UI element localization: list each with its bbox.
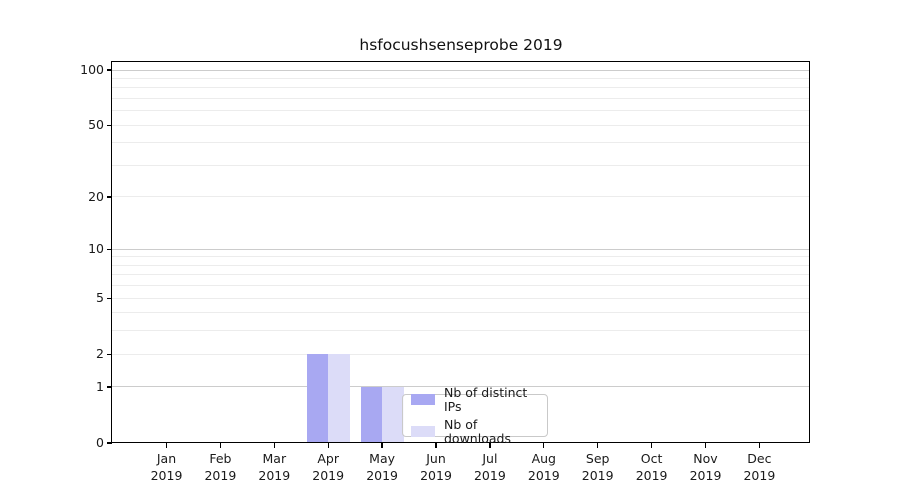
y-tick-mark [107,248,112,250]
gridline-minor [112,274,810,276]
bar [360,386,383,443]
gridline-minor [112,164,810,166]
y-tick-mark [107,69,112,71]
y-tick-mark [107,297,112,299]
x-tick-mark [327,443,329,448]
x-tick-label: Apr 2019 [312,451,345,483]
gridline-minor [112,312,810,314]
y-tick-label: 2 [96,346,104,362]
gridline-major [112,248,810,250]
x-tick-label: Jun 2019 [420,451,452,483]
legend-item-downloads: Nb of downloads [411,416,547,446]
x-tick-mark [165,443,168,448]
x-tick-label: Sep 2019 [581,451,614,483]
y-tick-mark [107,353,112,355]
y-tick-label: 1 [96,378,104,394]
gridline-minor [112,124,810,126]
legend-label-distinct-ips: Nb of distinct IPs [444,384,528,414]
x-tick-mark [650,443,653,448]
gridline-minor [112,142,810,144]
x-tick-mark [758,443,761,448]
gridline-minor [112,330,810,332]
x-tick-label: Dec 2019 [743,451,776,483]
gridline-minor [112,196,810,198]
x-tick-label: Feb 2019 [204,451,237,483]
legend-swatch-distinct-ips-icon [411,394,435,405]
x-tick-label: Jan 2019 [150,451,183,483]
bar [306,354,329,443]
x-tick-label: Nov 2019 [689,451,722,483]
y-tick-label: 100 [80,62,104,77]
gridline-minor [112,264,810,266]
y-tick-label: 20 [88,188,104,204]
y-tick-label: 5 [96,290,104,306]
gridline-minor [112,97,810,99]
x-tick-label: May 2019 [366,451,398,483]
gridline-minor [112,297,810,299]
bar [328,354,350,443]
gridline-minor [112,353,810,355]
y-tick-mark [107,196,112,198]
x-tick-mark [219,443,222,448]
x-tick-label: Aug 2019 [527,451,560,483]
legend-swatch-downloads-icon [411,426,435,437]
x-tick-label: Jul 2019 [473,451,506,483]
gridline-major [112,386,810,388]
x-tick-mark [381,443,383,448]
gridline-minor [112,285,810,287]
gridline-major [112,69,810,71]
legend: Nb of distinct IPs Nb of downloads [402,385,548,445]
y-tick-label: 10 [88,241,104,257]
gridline-minor [112,110,810,112]
x-tick-mark [704,443,707,448]
gridline-minor [112,77,810,79]
x-tick-mark [489,443,491,448]
x-tick-label: Oct 2019 [635,451,668,483]
gridline-minor [112,256,810,258]
bar [382,386,404,443]
chart-title: hsfocushsenseprobe 2019 [359,36,563,54]
x-tick-mark [435,443,437,448]
x-tick-mark [543,443,545,448]
gridline-minor [112,87,810,89]
x-tick-label: Mar 2019 [258,451,291,483]
x-tick-mark [597,443,599,448]
y-tick-mark [107,386,112,388]
legend-label-downloads: Nb of downloads [444,416,511,446]
y-tick-mark [107,442,112,444]
y-tick-label: 0 [96,435,104,450]
y-tick-mark [107,124,112,126]
plot-area-border [111,61,810,443]
y-tick-label: 50 [88,117,104,133]
legend-item-distinct-ips: Nb of distinct IPs [411,384,547,414]
x-tick-mark [273,443,275,448]
